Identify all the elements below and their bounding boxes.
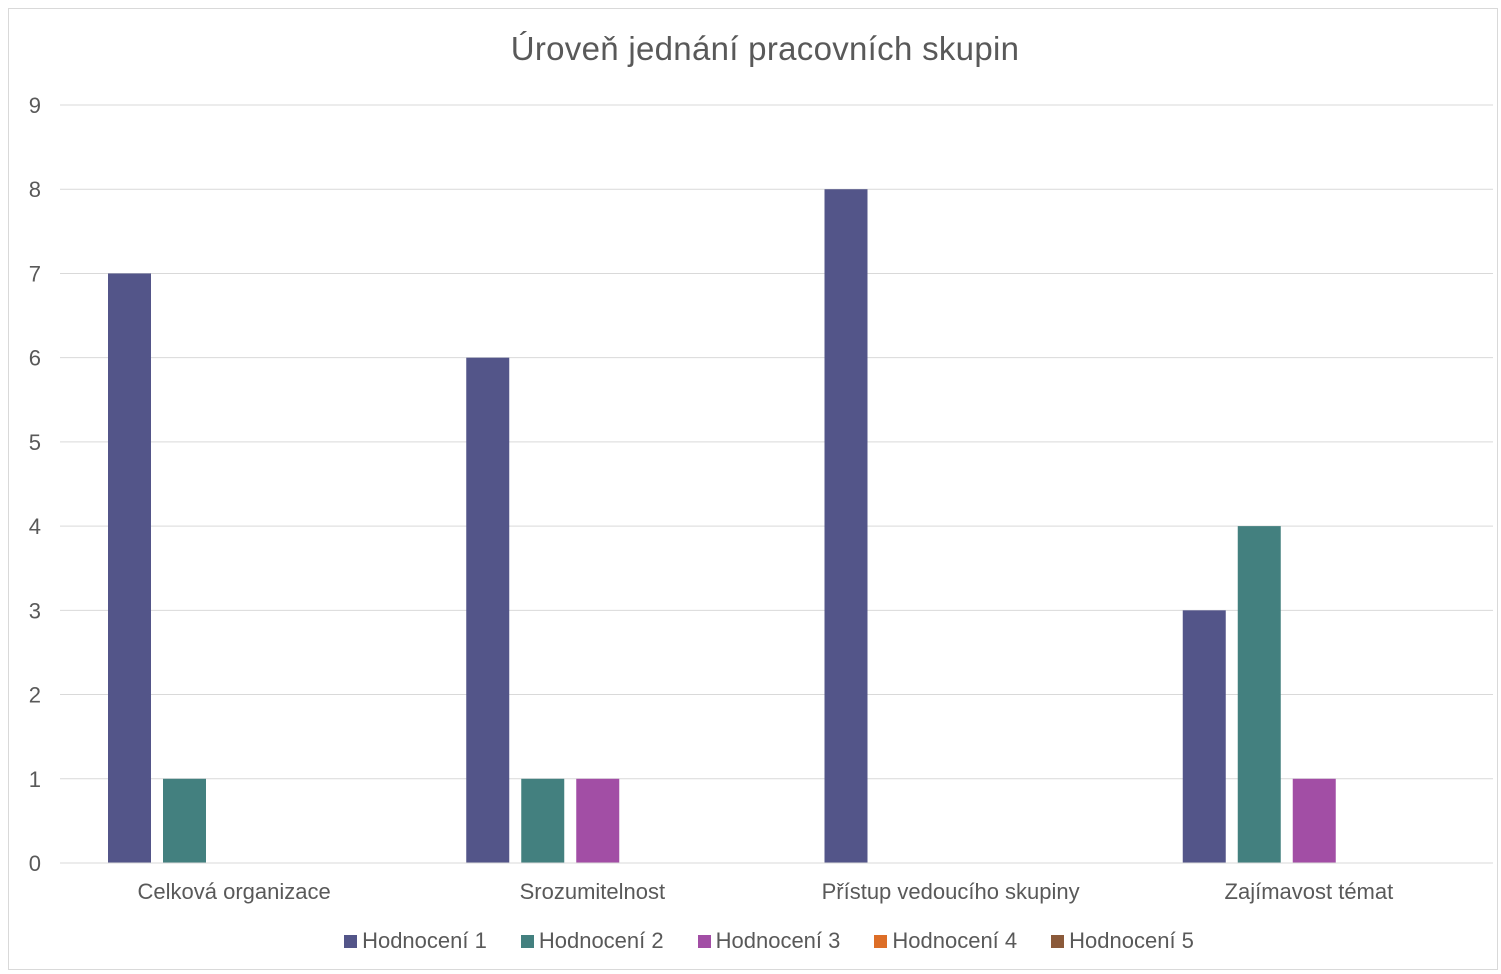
legend-item: Hodnocení 4 [874, 928, 1017, 954]
legend-swatch [344, 934, 358, 948]
y-tick-label: 4 [29, 514, 41, 539]
legend-swatch [697, 934, 711, 948]
legend-item: Hodnocení 3 [697, 928, 841, 954]
legend-label: Hodnocení 2 [538, 928, 664, 953]
bar-2-series-2 [521, 778, 565, 863]
y-tick-label: 7 [29, 261, 41, 286]
x-category-label: Zajímavost témat [1225, 879, 1394, 904]
y-tick-label: 6 [29, 346, 41, 371]
legend-swatch [520, 934, 534, 948]
x-category-label: Celková organizace [138, 879, 331, 904]
bar-2-series-3 [576, 778, 620, 863]
chart-title: Úroveň jednání pracovních skupin [510, 30, 1020, 67]
legend-item: Hodnocení 2 [520, 928, 664, 954]
y-tick-label: 9 [29, 93, 41, 118]
y-tick-label: 8 [29, 177, 41, 202]
y-tick-label: 5 [29, 430, 41, 455]
legend-item: Hodnocení 5 [1051, 928, 1194, 954]
bar-4-series-3 [1292, 778, 1336, 863]
bar-1-series-1 [108, 273, 151, 863]
y-tick-label: 3 [29, 598, 41, 623]
y-tick-label: 0 [29, 851, 41, 876]
bar-1-series-2 [163, 778, 206, 863]
legend-swatch [874, 934, 888, 948]
y-tick-label: 2 [29, 683, 41, 708]
x-category-label: Srozumitelnost [520, 879, 666, 904]
y-tick-label: 1 [29, 767, 41, 792]
legend-label: Hodnocení 1 [362, 928, 487, 953]
bar-4-series-1 [1182, 610, 1226, 863]
bar-3-series-1 [824, 189, 868, 863]
legend-item: Hodnocení 1 [344, 928, 487, 954]
chart-legend: Hodnocení 1 Hodnocení 2 Hodnocení 3 Hodnoce… [0, 928, 1501, 954]
bar-2-series-1 [466, 357, 510, 863]
legend-label: Hodnocení 5 [1069, 928, 1194, 953]
legend-swatch [1051, 934, 1065, 948]
legend-label: Hodnocení 4 [892, 928, 1018, 953]
bar-4-series-2 [1237, 526, 1281, 863]
legend-label: Hodnocení 3 [715, 928, 841, 953]
x-category-label: Přístup vedoucího skupiny [822, 879, 1080, 904]
